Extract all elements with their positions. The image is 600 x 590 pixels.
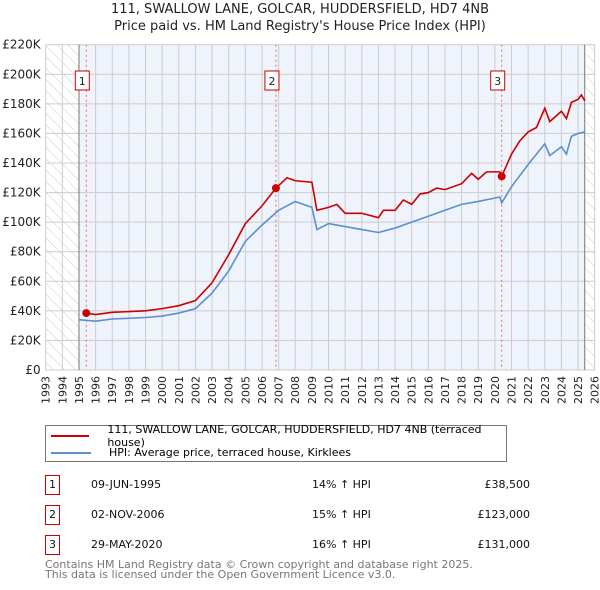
x-tick-label: 1995 — [73, 376, 86, 404]
sale-date: 29-MAY-2020 — [91, 538, 163, 551]
x-tick-label: 2000 — [156, 376, 169, 404]
legend-item-property: 111, SWALLOW LANE, GOLCAR, HUDDERSFIELD,… — [46, 423, 506, 449]
legend: 111, SWALLOW LANE, GOLCAR, HUDDERSFIELD,… — [45, 423, 507, 462]
sale-hpi-change: 14% ↑ HPI — [312, 478, 371, 491]
x-tick-label: 2002 — [189, 376, 202, 404]
sale-hpi-change: 16% ↑ HPI — [312, 538, 371, 551]
y-tick-label: £0 — [25, 363, 40, 377]
y-tick-label: £60K — [10, 274, 42, 288]
x-tick-label: 2005 — [239, 376, 252, 404]
y-tick-label: £120K — [2, 186, 42, 200]
property-price-line — [86, 93, 586, 316]
sale-point — [271, 184, 280, 193]
y-tick-label: £40K — [10, 304, 42, 318]
sale-label-box — [264, 70, 280, 91]
shaded-region — [78, 44, 585, 370]
chart-subtitle: Price paid vs. HM Land Registry's House … — [114, 19, 486, 34]
y-tick-label: £20K — [10, 333, 42, 347]
sale-label: 2 — [268, 75, 275, 88]
x-tick-label: 2013 — [372, 376, 385, 404]
x-tick-label: 2016 — [422, 376, 435, 404]
x-tick-label: 2015 — [406, 376, 419, 404]
x-tick-label: 2007 — [273, 376, 286, 404]
sale-number: 1 — [45, 475, 60, 495]
sale-number: 2 — [45, 505, 60, 525]
y-tick-label: £180K — [2, 97, 42, 111]
legend-label-property: 111, SWALLOW LANE, GOLCAR, HUDDERSFIELD,… — [107, 422, 482, 449]
sale-date: 09-JUN-1995 — [91, 478, 162, 491]
sale-price: £38,500 — [484, 478, 531, 491]
x-tick-label: 2025 — [572, 376, 585, 404]
y-tick-label: £220K — [2, 38, 42, 52]
sale-label-box — [490, 70, 506, 91]
x-tick-label: 1998 — [123, 376, 136, 404]
x-tick-label: 2004 — [223, 376, 236, 404]
x-tick-label: 1997 — [106, 376, 119, 404]
x-tick-label: 2009 — [306, 376, 319, 404]
sale-point — [497, 172, 506, 181]
sale-hpi-change: 15% ↑ HPI — [312, 508, 371, 521]
sale-label: 1 — [79, 75, 86, 88]
x-tick-label: 2010 — [323, 376, 336, 404]
x-tick-label: 2014 — [389, 376, 402, 404]
x-tick-label: 2026 — [589, 376, 600, 404]
sale-row: 3 29-MAY-2020 £131,000 16% ↑ HPI — [45, 535, 530, 555]
x-tick-label: 2024 — [555, 376, 568, 404]
x-tick-label: 2021 — [506, 376, 519, 404]
y-tick-label: £100K — [2, 215, 42, 229]
x-tick-label: 2018 — [456, 376, 469, 404]
x-tick-label: 1996 — [90, 376, 103, 404]
x-tick-label: 1993 — [40, 376, 53, 404]
x-tick-label: 2017 — [439, 376, 452, 404]
sale-number: 3 — [45, 535, 60, 555]
footer-line-2: This data is licensed under the Open Gov… — [45, 568, 396, 581]
sale-point — [82, 309, 91, 318]
footer-line-1: Contains HM Land Registry data © Crown c… — [45, 558, 473, 571]
chart-svg: 1993 1994 1995 1996 1997 1998 1999 2000 2001 2002… — [2, 38, 600, 404]
x-tick-label: 1999 — [140, 376, 153, 404]
sale-label-box — [74, 70, 90, 91]
y-tick-label: £80K — [10, 245, 42, 259]
x-tick-label: 2012 — [356, 376, 369, 404]
y-tick-label: £200K — [2, 67, 42, 81]
hpi-line — [78, 131, 585, 323]
x-tick-label: 2023 — [539, 376, 552, 404]
x-tick-label: 2006 — [256, 376, 269, 404]
sale-label: 3 — [494, 75, 501, 88]
x-tick-label: 2011 — [339, 376, 352, 404]
x-tick-label: 2001 — [173, 376, 186, 404]
legend-item-hpi: HPI: Average price, terraced house, Kirk… — [46, 444, 351, 461]
y-tick-label: £160K — [2, 126, 42, 140]
x-tick-label: 2020 — [489, 376, 502, 404]
x-tick-label: 2003 — [206, 376, 219, 404]
legend-label-hpi: HPI: Average price, terraced house, Kirk… — [109, 446, 352, 459]
sale-row: 1 09-JUN-1995 £38,500 14% ↑ HPI — [45, 475, 530, 495]
x-tick-label: 2022 — [522, 376, 535, 404]
y-tick-label: £140K — [2, 156, 42, 170]
sale-row: 2 02-NOV-2006 £123,000 15% ↑ HPI — [45, 505, 530, 525]
sale-price: £131,000 — [477, 538, 531, 551]
x-tick-label: 1994 — [56, 376, 69, 404]
chart-title: 111, SWALLOW LANE, GOLCAR, HUDDERSFIELD,… — [110, 2, 489, 17]
sale-price: £123,000 — [477, 508, 531, 521]
footer: Contains HM Land Registry data © Crown c… — [45, 558, 473, 581]
sale-date: 02-NOV-2006 — [91, 508, 165, 521]
x-tick-label: 2019 — [472, 376, 485, 404]
hatched-region-right — [584, 44, 595, 370]
x-tick-label: 2008 — [289, 376, 302, 404]
